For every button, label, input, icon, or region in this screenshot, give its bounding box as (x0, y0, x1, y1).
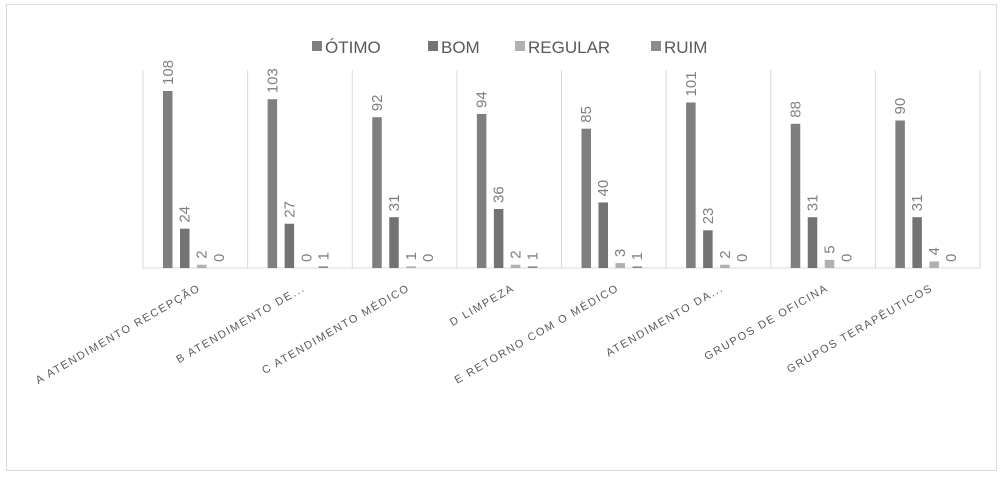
bar-ruim (318, 266, 329, 268)
data-label-regular: 5 (822, 245, 839, 253)
data-label-ruim: 1 (629, 252, 646, 260)
data-label-ruim: 0 (839, 254, 856, 262)
data-label-ruim: 1 (315, 252, 332, 260)
data-label-otimo: 101 (683, 71, 700, 96)
bar-bom (180, 228, 190, 268)
legend-swatch-ruim (651, 41, 661, 51)
bar-otimo (476, 113, 487, 268)
legend: ÓTIMO BOM REGULAR RUIM (312, 38, 707, 57)
data-label-bom: 36 (491, 186, 508, 203)
data-label-bom: 31 (805, 195, 822, 212)
data-label-bom: 31 (909, 195, 926, 212)
data-label-ruim: 1 (525, 252, 542, 260)
legend-swatch-bom (428, 41, 438, 51)
bar-bom (493, 209, 504, 268)
legend-label-regular: REGULAR (528, 38, 610, 57)
bar-regular (406, 266, 416, 268)
legend-swatch-otimo (312, 41, 322, 51)
data-label-regular: 2 (194, 250, 211, 258)
data-label-ruim: 0 (734, 254, 751, 262)
bar-ruim (632, 266, 642, 268)
data-label-bom: 27 (281, 201, 298, 218)
data-label-bom: 40 (595, 180, 612, 197)
data-label-otimo: 108 (160, 60, 177, 85)
bar-bom (598, 202, 608, 268)
bar-bom (284, 223, 295, 268)
bar-regular (510, 264, 521, 268)
data-label-otimo: 85 (578, 106, 595, 123)
bar-regular (197, 264, 207, 268)
data-label-regular: 2 (717, 250, 734, 258)
legend-label-bom: BOM (441, 38, 480, 57)
bar-regular (615, 263, 625, 268)
data-label-otimo: 103 (264, 68, 281, 93)
data-label-regular: 3 (612, 249, 629, 257)
bars (163, 91, 939, 269)
data-label-regular: 0 (298, 254, 315, 262)
bar-regular (929, 261, 939, 268)
data-label-bom: 31 (386, 195, 403, 212)
bar-otimo (686, 102, 696, 268)
legend-swatch-regular (515, 41, 525, 51)
legend-label-ruim: RUIM (664, 38, 707, 57)
bar-bom (912, 217, 922, 268)
bar-bom (807, 217, 818, 268)
bar-otimo (581, 128, 591, 268)
data-label-regular: 1 (403, 252, 420, 260)
legend-label-otimo: ÓTIMO (325, 38, 381, 57)
bar-bom (389, 217, 399, 268)
bar-ruim (527, 266, 538, 268)
data-label-bom: 24 (177, 206, 194, 223)
bar-regular (824, 259, 835, 268)
data-label-regular: 2 (508, 250, 525, 258)
bar-otimo (372, 117, 382, 268)
data-label-otimo: 94 (474, 91, 491, 108)
bar-regular (720, 264, 730, 268)
category-separators (142, 70, 981, 269)
bar-otimo (790, 123, 801, 269)
bar-otimo (163, 91, 173, 268)
data-label-otimo: 88 (788, 101, 805, 118)
bar-otimo (895, 120, 905, 268)
data-label-ruim: 0 (211, 254, 228, 262)
data-label-ruim: 0 (420, 254, 437, 262)
data-label-otimo: 90 (892, 98, 909, 115)
bar-otimo (267, 99, 278, 268)
data-label-bom: 23 (700, 208, 717, 225)
data-label-otimo: 92 (369, 95, 386, 112)
data-label-ruim: 0 (943, 254, 960, 262)
data-label-regular: 4 (926, 247, 943, 255)
bar-bom (703, 230, 713, 268)
